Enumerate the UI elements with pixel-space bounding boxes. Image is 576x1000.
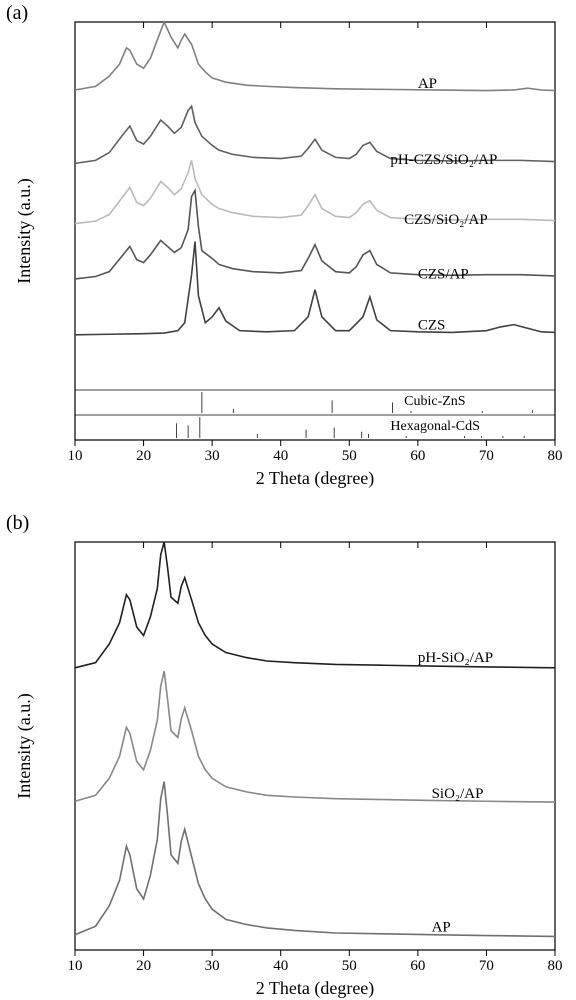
svg-text:2 Theta (degree): 2 Theta (degree)	[256, 978, 375, 999]
svg-text:70: 70	[479, 958, 494, 974]
svg-text:AP: AP	[418, 76, 437, 92]
svg-text:CZS/AP: CZS/AP	[418, 266, 469, 282]
svg-text:60: 60	[410, 448, 425, 464]
svg-text:20: 20	[136, 958, 151, 974]
svg-text:20: 20	[136, 448, 151, 464]
svg-text:Cubic-ZnS: Cubic-ZnS	[404, 394, 465, 409]
svg-text:50: 50	[342, 958, 357, 974]
svg-text:Intensity (a.u.): Intensity (a.u.)	[14, 178, 35, 283]
panel-a: (a) 10 20 30 40 50 60 70 80 2 Theta (degree) Inte…	[0, 0, 576, 500]
svg-text:50: 50	[342, 448, 357, 464]
svg-text:pH-SiO₂/AP: pH-SiO₂/AP	[418, 650, 493, 666]
svg-text:pH-CZS/SiO₂/AP: pH-CZS/SiO₂/AP	[390, 152, 497, 168]
panel-a-svg: 10 20 30 40 50 60 70 80 2 Theta (degree) Intensit…	[0, 0, 576, 500]
panel-a-label: (a)	[6, 2, 28, 25]
svg-text:60: 60	[410, 958, 425, 974]
svg-text:80: 80	[548, 448, 563, 464]
svg-text:Hexagonal-CdS: Hexagonal-CdS	[390, 419, 479, 434]
svg-text:10: 10	[68, 448, 83, 464]
panel-b-svg: 10 20 30 40 50 60 70 80 2 Theta (degree) Intensit…	[0, 500, 576, 1000]
svg-text:40: 40	[273, 448, 288, 464]
svg-text:2 Theta (degree): 2 Theta (degree)	[256, 468, 375, 489]
panel-b-label: (b)	[6, 512, 29, 535]
panel-b: (b) 10 20 30 40 50 60 70 80 2 Theta (degree) Inte…	[0, 500, 576, 1000]
svg-text:AP: AP	[432, 919, 451, 935]
svg-text:30: 30	[205, 448, 220, 464]
svg-text:70: 70	[479, 448, 494, 464]
svg-text:30: 30	[205, 958, 220, 974]
svg-text:10: 10	[68, 958, 83, 974]
svg-text:40: 40	[273, 958, 288, 974]
svg-text:Intensity (a.u.): Intensity (a.u.)	[14, 693, 35, 798]
svg-text:80: 80	[548, 958, 563, 974]
svg-text:CZS/SiO₂/AP: CZS/SiO₂/AP	[404, 212, 488, 228]
svg-text:SiO₂/AP: SiO₂/AP	[432, 786, 484, 802]
figure-container: (a) 10 20 30 40 50 60 70 80 2 Theta (degree) Inte…	[0, 0, 576, 1000]
svg-text:CZS: CZS	[418, 317, 446, 333]
